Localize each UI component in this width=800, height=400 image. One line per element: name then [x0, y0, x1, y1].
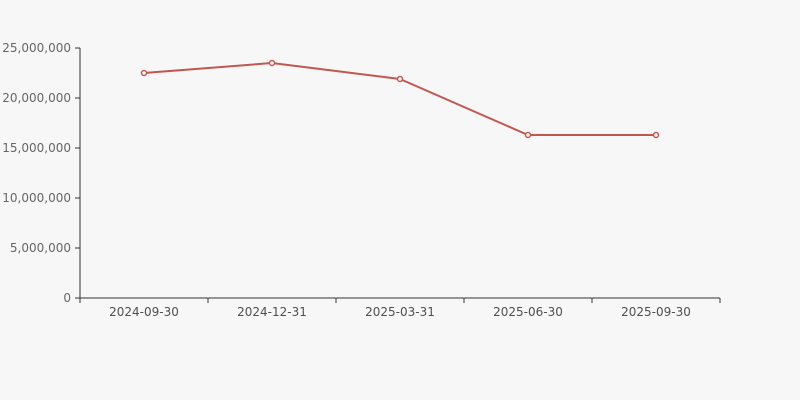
x-axis-tick-label: 2025-03-31	[365, 305, 435, 319]
y-axis-tick-label: 5,000,000	[10, 241, 71, 255]
data-point-marker[interactable]	[396, 75, 404, 83]
y-axis-tick-label: 15,000,000	[2, 141, 71, 155]
y-axis-tick-label: 20,000,000	[2, 91, 71, 105]
data-point-marker[interactable]	[524, 131, 532, 139]
x-axis-tick-label: 2024-09-30	[109, 305, 179, 319]
x-axis-tick-label: 2025-09-30	[621, 305, 691, 319]
data-point-marker[interactable]	[268, 59, 276, 67]
data-point-marker[interactable]	[652, 131, 660, 139]
x-axis-tick-label: 2025-06-30	[493, 305, 563, 319]
data-point-marker[interactable]	[140, 69, 148, 77]
x-axis-tick-label: 2024-12-31	[237, 305, 307, 319]
series-line	[143, 62, 657, 136]
y-axis-tick-label: 25,000,000	[2, 41, 71, 55]
y-axis-tick-label: 0	[63, 291, 71, 305]
y-axis-tick-label: 10,000,000	[2, 191, 71, 205]
